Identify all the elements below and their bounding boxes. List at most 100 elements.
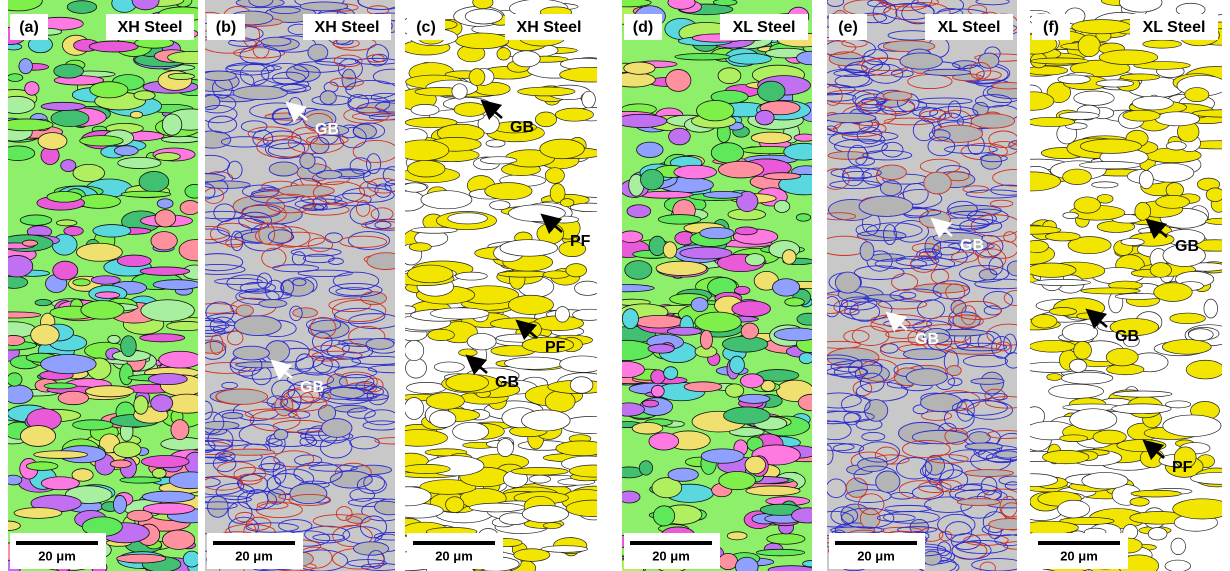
phase-grain [1026, 66, 1068, 75]
annotation: GB [300, 379, 324, 396]
phase-grain [1206, 188, 1224, 202]
phase-grain [486, 140, 505, 147]
grain-boundary [216, 389, 268, 404]
grain [745, 456, 766, 474]
grain [110, 460, 131, 468]
annotation: PF [1172, 459, 1193, 476]
phase-grain [430, 308, 489, 319]
grain [718, 161, 763, 178]
grain [161, 437, 207, 450]
grain-boundary [233, 86, 287, 100]
grain [639, 461, 652, 475]
grain [774, 328, 820, 341]
grain [735, 286, 750, 294]
grain [684, 382, 722, 392]
phase-grain [543, 271, 569, 278]
phase-grain [545, 391, 575, 412]
scale-label: 20 μm [235, 548, 273, 563]
annotation: GB [915, 331, 939, 348]
grain [151, 395, 173, 412]
grain [637, 142, 664, 157]
grain [746, 486, 800, 496]
phase-grain [543, 523, 561, 529]
phase-grain [1206, 218, 1230, 224]
grain-boundary [924, 172, 951, 194]
scale-bar [213, 541, 295, 545]
phase-grain [1121, 238, 1144, 245]
phase-grain [1166, 401, 1191, 408]
phase-grain [465, 9, 502, 24]
grain [162, 530, 194, 549]
grain-boundary [860, 242, 874, 261]
phase-grain [541, 546, 588, 553]
grain [711, 143, 743, 163]
grain-boundary [300, 2, 347, 11]
phase-grain [404, 398, 423, 420]
phase-grain [1156, 195, 1190, 208]
grain [153, 280, 201, 290]
grain-boundary [870, 254, 905, 261]
grain [666, 69, 691, 91]
phase-grain [467, 333, 496, 349]
grain-boundary [996, 451, 1019, 458]
phase-grain [1078, 35, 1100, 57]
annotation: GB [1115, 328, 1139, 345]
phase-grain [1079, 161, 1140, 168]
grain [114, 146, 138, 156]
phase-grain [1031, 58, 1088, 64]
grain-boundary [293, 308, 318, 318]
phase-grain [569, 465, 617, 477]
phase-grain [409, 243, 431, 251]
grain [619, 231, 642, 243]
grain [713, 0, 737, 6]
phase-grain [545, 168, 564, 184]
grain [774, 200, 790, 212]
phase-grain [570, 377, 593, 394]
grain-boundary [903, 349, 945, 360]
phase-grain [555, 108, 593, 121]
phase-grain [509, 205, 566, 222]
panel-title: XH Steel [517, 19, 582, 36]
phase-grain [566, 264, 587, 277]
phase-grain [1163, 415, 1221, 437]
phase-grain [1063, 212, 1079, 218]
phase-grain [1081, 288, 1140, 294]
grain-boundary [366, 338, 394, 349]
grain-boundary [900, 53, 942, 69]
grain-boundary [965, 443, 1002, 450]
grain [758, 81, 785, 101]
phase-grain [469, 69, 485, 86]
grain [95, 292, 120, 299]
phase-grain [490, 201, 510, 210]
phase-grain [406, 382, 446, 393]
grain [664, 367, 678, 380]
grain [121, 191, 171, 197]
grain [667, 327, 701, 335]
phase-grain [1185, 88, 1209, 102]
phase-grain [1173, 499, 1230, 519]
grain-boundary [259, 300, 287, 308]
grain [41, 102, 85, 110]
grain [93, 225, 131, 238]
phase-grain [522, 505, 568, 522]
phase-grain [456, 272, 488, 280]
grain [20, 215, 52, 225]
grain-boundary [233, 346, 269, 360]
grain [784, 143, 824, 160]
grain [735, 227, 757, 235]
grain [76, 243, 122, 261]
grain [58, 391, 89, 404]
phase-grain [513, 51, 541, 67]
grain [148, 374, 187, 385]
grain [2, 335, 24, 345]
grain-boundary [202, 71, 236, 81]
phase-grain [403, 183, 427, 192]
grain [649, 433, 679, 450]
phase-grain [1060, 435, 1088, 442]
phase-grain [393, 503, 443, 518]
grain [73, 420, 114, 430]
phase-grain [402, 464, 450, 473]
grain [799, 353, 813, 364]
scale-bar [1038, 541, 1120, 545]
grain [141, 300, 195, 322]
